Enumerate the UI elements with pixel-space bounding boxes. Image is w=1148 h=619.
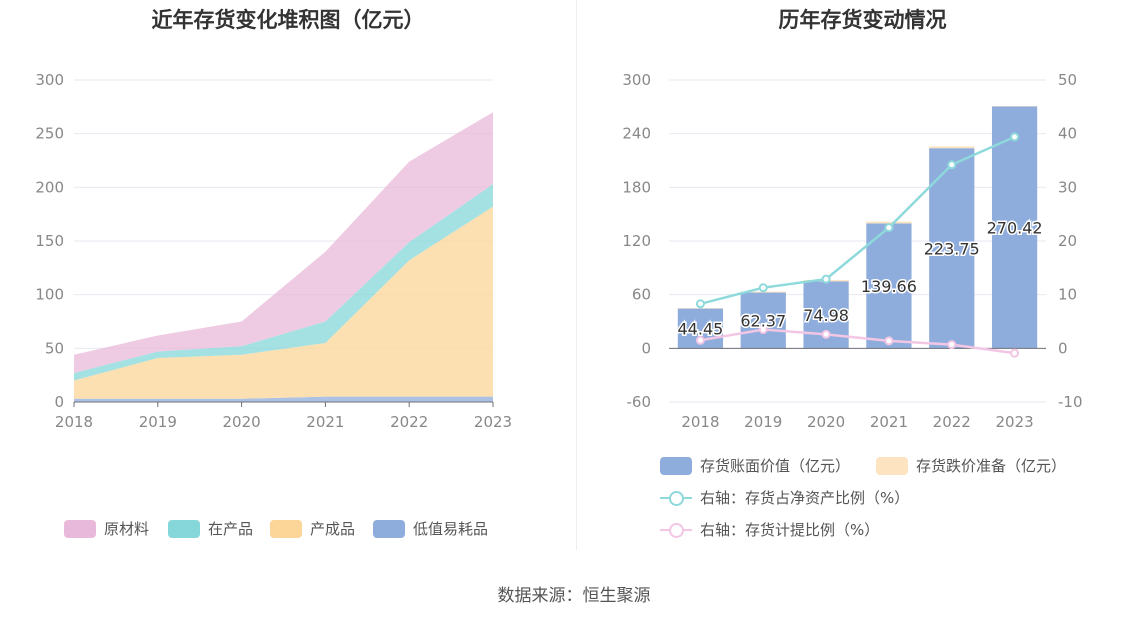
right-chart-legend: 存货账面价值（亿元） 存货跌价准备（亿元） 右轴：存货占净资产比例（%） 右轴：… xyxy=(577,455,1148,545)
legend-label: 低值易耗品 xyxy=(413,520,489,538)
area-series xyxy=(74,396,493,402)
bar-data-label: 44.45 xyxy=(678,319,724,338)
line-point xyxy=(1010,132,1020,142)
legend-item-wip[interactable]: 在产品 xyxy=(168,518,253,539)
area-series xyxy=(74,112,493,374)
bar-book-value xyxy=(866,223,912,349)
x-tick-label: 2022 xyxy=(390,413,428,431)
data-source-footer: 数据来源：恒生聚源 xyxy=(497,586,651,606)
y2-tick-label: 0 xyxy=(1058,339,1068,357)
line-point xyxy=(884,223,894,233)
legend-label: 存货账面价值（亿元） xyxy=(700,457,851,475)
y-tick-label: 0 xyxy=(54,393,64,411)
y2-tick-label: -10 xyxy=(1058,393,1083,411)
legend-swatch xyxy=(373,519,405,538)
y-tick-label: 250 xyxy=(35,125,64,143)
y-tick-label: 300 xyxy=(35,71,64,89)
y-tick-label: 0 xyxy=(641,339,651,357)
legend-line-swatch xyxy=(660,521,692,539)
bar-book-value xyxy=(740,292,786,349)
y-tick-label: 200 xyxy=(35,178,64,196)
legend-label: 产成品 xyxy=(310,520,356,538)
y-tick-label: 300 xyxy=(622,71,651,89)
legend-item-impairment-reserve[interactable]: 存货跌价准备（亿元） xyxy=(876,455,1066,476)
x-tick-label: 2019 xyxy=(744,413,782,431)
y-tick-label: 50 xyxy=(45,339,64,357)
y-tick-label: 120 xyxy=(622,232,651,250)
y2-tick-label: 50 xyxy=(1058,71,1077,89)
legend-item-finished-goods[interactable]: 产成品 xyxy=(270,518,355,539)
legend-swatch xyxy=(876,456,908,475)
legend-item-net-asset-ratio[interactable]: 右轴：存货占净资产比例（%） xyxy=(660,487,909,508)
area-series xyxy=(74,184,493,381)
line-net-asset-ratio xyxy=(700,135,1016,306)
legend-item-book-value[interactable]: 存货账面价值（亿元） xyxy=(660,455,850,476)
legend-label: 在产品 xyxy=(208,520,254,538)
legend-item-provision-ratio[interactable]: 右轴：存货计提比例（%） xyxy=(660,519,879,540)
y-tick-label: 60 xyxy=(632,286,651,304)
line-point xyxy=(821,329,831,339)
x-tick-label: 2021 xyxy=(870,413,908,431)
legend-swatch xyxy=(168,519,200,538)
left-chart-title: 近年存货变化堆积图（亿元） xyxy=(151,8,425,32)
line-point xyxy=(1010,348,1020,358)
legend-swatch xyxy=(660,456,692,475)
left-chart-legend: 原材料 在产品 产成品 低值易耗品 xyxy=(0,518,576,542)
right-bar-line-chart: -60 0 60 120 180 240 300 -10 0 10 20 30 40 50 44.45 62.… xyxy=(622,71,1083,431)
y-tick-label: 240 xyxy=(622,125,651,143)
line-point xyxy=(821,274,831,284)
line-point xyxy=(947,160,957,170)
legend-item-low-value-consumables[interactable]: 低值易耗品 xyxy=(373,518,488,539)
bar-impairment-reserve xyxy=(866,221,912,224)
line-point xyxy=(758,283,768,293)
y2-tick-label: 20 xyxy=(1058,232,1077,250)
line-point xyxy=(947,340,957,350)
bar-data-label: 62.37 xyxy=(740,311,786,330)
bar-data-label: 139.66 xyxy=(861,277,917,296)
legend-line-swatch xyxy=(660,489,692,507)
x-tick-label: 2018 xyxy=(55,413,93,431)
x-tick-label: 2018 xyxy=(681,413,719,431)
x-tick-label: 2021 xyxy=(306,413,344,431)
right-chart-title: 历年存货变动情况 xyxy=(778,8,947,32)
y-tick-label: 100 xyxy=(35,286,64,304)
x-tick-label: 2023 xyxy=(995,413,1033,431)
legend-item-raw-material[interactable]: 原材料 xyxy=(64,518,149,539)
left-chart-panel: 近年存货变化堆积图（亿元） 0 50 100 150 200 250 300 2018 2019… xyxy=(0,0,576,560)
legend-label: 原材料 xyxy=(104,520,150,538)
bar-data-label: 270.42 xyxy=(987,218,1043,237)
legend-label: 右轴：存货计提比例（%） xyxy=(700,521,880,539)
right-chart-panel: 历年存货变动情况 -60 0 60 120 180 240 300 -10 0 10 20 30 40 5… xyxy=(577,0,1148,560)
line-point xyxy=(758,325,768,335)
line-point xyxy=(695,299,705,309)
bar-data-label: 223.75 xyxy=(924,239,980,258)
x-tick-label: 2020 xyxy=(223,413,261,431)
bar-impairment-reserve xyxy=(929,146,975,149)
legend-swatch xyxy=(64,519,96,538)
y2-tick-label: 30 xyxy=(1058,178,1077,196)
legend-label: 右轴：存货占净资产比例（%） xyxy=(700,489,910,507)
left-area-chart: 0 50 100 150 200 250 300 2018 2019 2020 2021 2022 20… xyxy=(35,71,512,431)
line-provision-ratio xyxy=(700,328,1015,355)
x-tick-label: 2020 xyxy=(807,413,845,431)
bar-data-label: 74.98 xyxy=(803,306,849,325)
y-tick-label: -60 xyxy=(627,393,652,411)
x-tick-label: 2022 xyxy=(933,413,971,431)
line-point xyxy=(695,335,705,345)
panel-divider xyxy=(576,0,577,550)
area-series xyxy=(74,206,493,399)
legend-swatch xyxy=(270,519,302,538)
y-tick-label: 180 xyxy=(622,178,651,196)
bar-book-value xyxy=(991,106,1038,349)
legend-label: 存货跌价准备（亿元） xyxy=(916,457,1067,475)
y2-tick-label: 10 xyxy=(1058,286,1077,304)
line-point xyxy=(884,336,894,346)
x-tick-label: 2019 xyxy=(139,413,177,431)
x-tick-label: 2023 xyxy=(474,413,512,431)
y-tick-label: 150 xyxy=(35,232,64,250)
y2-tick-label: 40 xyxy=(1058,125,1077,143)
